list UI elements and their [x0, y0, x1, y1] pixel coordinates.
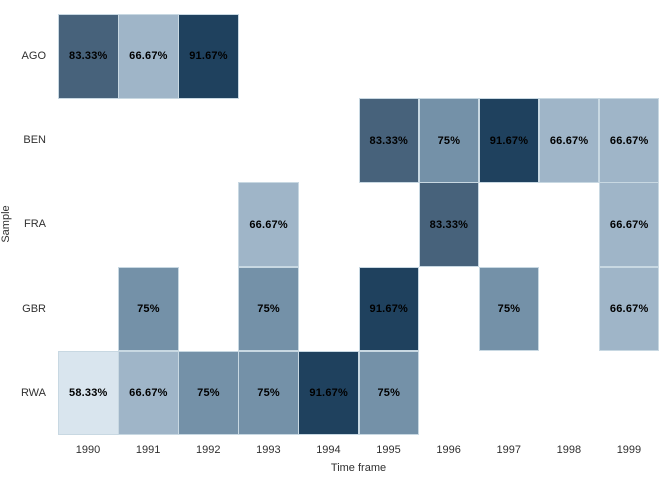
heatmap-cell-gbr-1991: 75%	[118, 266, 179, 352]
x-tick-label-1992: 1992	[195, 444, 221, 456]
heatmap-cell-gbr-1997: 75%	[478, 266, 540, 352]
heatmap-cell-rwa-1992: 75%	[178, 350, 239, 436]
x-tick-label-1993: 1993	[256, 444, 281, 456]
y-tick-label-ago: AGO	[21, 50, 46, 63]
heatmap-cell-rwa-1994: 91.67%	[298, 350, 359, 436]
heatmap-cell-rwa-1990: 58.33%	[58, 350, 119, 436]
heatmap-cell-fra-1996: 83.33%	[418, 182, 480, 268]
heatmap-cell-ben-1995: 83.33%	[358, 98, 420, 183]
y-tick-label-fra: FRA	[24, 218, 46, 231]
heatmap-cell-ben-1998: 66.67%	[538, 98, 600, 183]
x-tick-label-1997: 1997	[496, 444, 521, 456]
heatmap-cell-gbr-1999: 66.67%	[598, 266, 660, 352]
heatmap-cell-ben-1999: 66.67%	[598, 98, 660, 183]
y-tick-label-rwa: RWA	[20, 386, 46, 399]
y-tick-label-ben: BEN	[23, 134, 46, 147]
heatmap-cell-rwa-1995: 75%	[358, 350, 420, 436]
heatmap-cell-gbr-1993: 75%	[238, 266, 299, 352]
heatmap-cell-rwa-1993: 75%	[238, 350, 299, 436]
heatmap-cell-fra-1999: 66.67%	[598, 182, 660, 268]
heatmap-cell-ago-1990: 83.33%	[58, 14, 119, 99]
x-tick-label-1995: 1995	[376, 444, 401, 456]
heatmap-cell-ago-1991: 66.67%	[118, 14, 179, 99]
heatmap-cell-rwa-1991: 66.67%	[118, 350, 179, 436]
x-tick-label-1998: 1998	[556, 444, 582, 456]
x-tick-label-1991: 1991	[135, 444, 161, 456]
heatmap-cell-fra-1993: 66.67%	[238, 182, 299, 268]
heatmap-cell-ago-1992: 91.67%	[178, 14, 239, 99]
y-tick-label-gbr: GBR	[22, 302, 46, 315]
x-tick-label-1996: 1996	[436, 444, 461, 456]
heatmap-cell-ben-1996: 75%	[418, 98, 480, 183]
heatmap-cell-gbr-1995: 91.67%	[358, 266, 420, 352]
x-tick-label-1999: 1999	[616, 444, 642, 456]
x-tick-label-1994: 1994	[316, 444, 341, 456]
heatmap-cell-ben-1997: 91.67%	[478, 98, 540, 183]
x-axis-title: Time frame	[330, 462, 387, 474]
x-tick-label-1990: 1990	[75, 444, 101, 456]
